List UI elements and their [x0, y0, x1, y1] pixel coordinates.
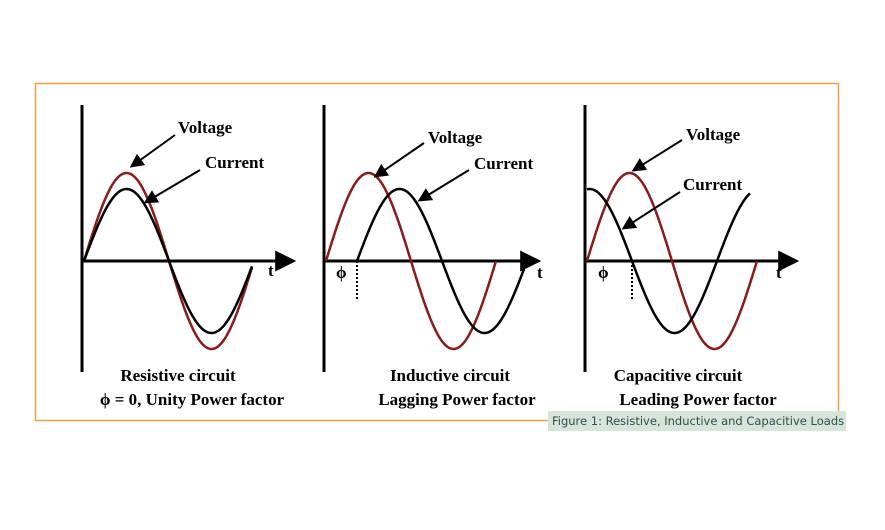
voltage-label: Voltage — [178, 118, 233, 137]
panel-title: ϕ = 0, Unity Power factor — [100, 390, 285, 409]
caption-bg — [548, 411, 846, 431]
panel-title: Lagging Power factor — [378, 390, 536, 409]
voltage-wave — [324, 171, 498, 351]
panel-title: Capacitive circuit — [614, 366, 743, 385]
current-label: Current — [474, 154, 534, 173]
panel-title: Resistive circuit — [120, 366, 236, 385]
voltage-wave — [585, 171, 759, 351]
frame — [34, 82, 840, 422]
axis-label: t — [537, 263, 543, 282]
current-label: Current — [683, 175, 743, 194]
voltage-label: Voltage — [428, 128, 483, 147]
phase-label: ϕ — [336, 263, 347, 282]
caption: Figure 1: Resistive, Inductive and Capac… — [552, 414, 844, 428]
axis-label: t — [268, 261, 274, 280]
panel-title: Leading Power factor — [619, 390, 777, 409]
current-wave — [82, 187, 254, 335]
phase-label: ϕ — [598, 263, 609, 282]
current-pointer — [621, 191, 681, 230]
current-pointer — [143, 169, 201, 204]
axis-label: t — [776, 263, 782, 282]
voltage-label: Voltage — [686, 125, 741, 144]
voltage-pointer — [373, 142, 425, 178]
current-pointer — [417, 169, 470, 202]
voltage-pointer — [631, 139, 683, 172]
panel-title: Inductive circuit — [390, 366, 510, 385]
current-wave — [355, 187, 529, 335]
panels: t Voltage Current Resistive circuit ϕ = 0, U… — [80, 105, 800, 409]
current-wave — [586, 187, 751, 335]
current-label: Current — [205, 153, 265, 172]
voltage-pointer — [129, 134, 176, 168]
